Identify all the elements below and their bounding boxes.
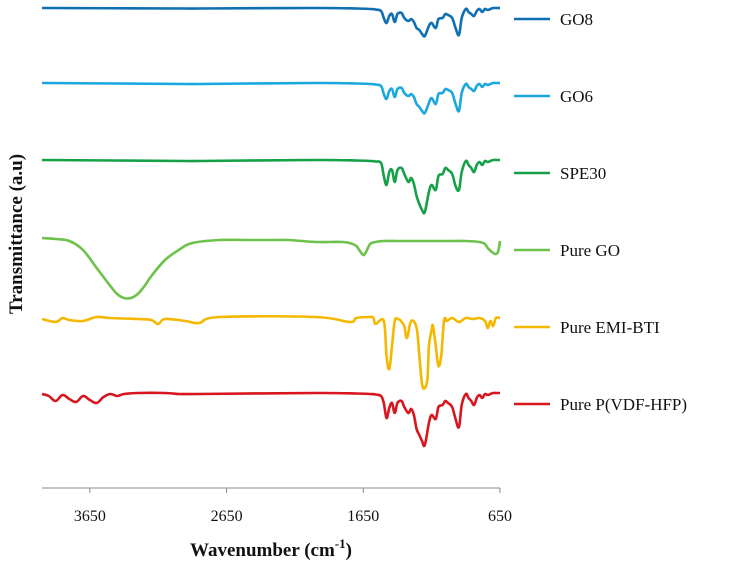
- x-tick-label: 2650: [211, 508, 243, 525]
- legend-item: Pure EMI-BTI: [514, 318, 660, 337]
- legend-label: SPE30: [560, 164, 606, 183]
- legend-label: Pure P(VDF-HFP): [560, 395, 687, 414]
- legend-label: GO8: [560, 10, 593, 29]
- x-axis-title-sup: -1: [335, 536, 346, 551]
- x-tick-marks: [89, 488, 501, 493]
- series-line-spe30: [41, 158, 500, 215]
- series-line-pure-go: [41, 236, 502, 300]
- legend: GO8 GO6 SPE30 Pure GO Pure EMI-BTI Pure P(VDF…: [514, 10, 687, 414]
- legend-label: GO6: [560, 87, 593, 106]
- series-line-go8: [41, 6, 500, 38]
- x-tick-labels: 3650 2650 1650 650: [74, 508, 512, 525]
- series-line-go6: [41, 81, 500, 115]
- legend-item: SPE30: [514, 164, 606, 183]
- legend-item: Pure GO: [514, 241, 620, 260]
- series-line-pure-emi-bti: [41, 314, 501, 391]
- y-axis-title: Transmittance (a.u): [6, 154, 27, 314]
- legend-label: Pure EMI-BTI: [560, 318, 660, 337]
- legend-label: Pure GO: [560, 241, 620, 260]
- x-axis-title: Wavenumber (cm-1): [190, 536, 352, 561]
- x-tick-label: 1650: [347, 508, 379, 525]
- x-axis-title-main: Wavenumber (cm: [190, 540, 335, 561]
- x-axis-title-close: ): [346, 540, 352, 561]
- legend-item: Pure P(VDF-HFP): [514, 395, 687, 414]
- x-tick-label: 650: [488, 508, 512, 525]
- series-layer: [41, 6, 502, 448]
- legend-item: GO6: [514, 87, 593, 106]
- series-line-pure-p-vdf-hfp: [41, 391, 500, 448]
- x-tick-label: 3650: [74, 508, 106, 525]
- legend-item: GO8: [514, 10, 593, 29]
